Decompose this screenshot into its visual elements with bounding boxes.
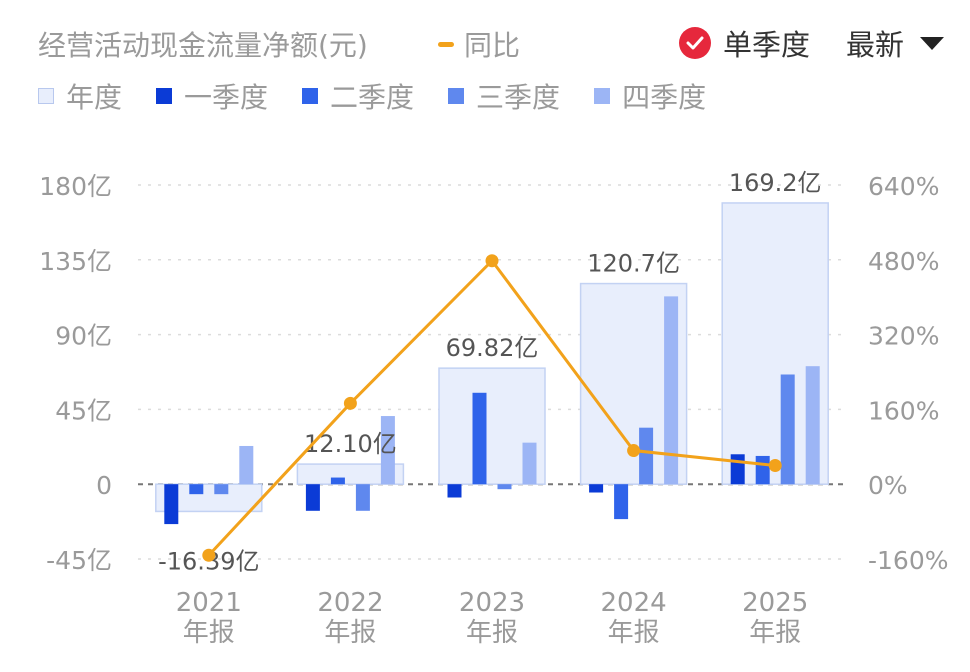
chart-title: 经营活动现金流量净额(元) bbox=[38, 29, 368, 62]
quarter-bar bbox=[355, 484, 370, 511]
x-tick-label: 2021 bbox=[176, 588, 242, 618]
legend-label-annual: 年度 bbox=[66, 81, 123, 114]
series-legend: 年度 一季度 二季度 三季度 四季度 bbox=[38, 76, 740, 116]
x-tick-sublabel: 年报 bbox=[608, 618, 660, 648]
quarter-bar bbox=[239, 445, 254, 485]
check-icon bbox=[678, 27, 711, 59]
y-left-tick-label: 180亿 bbox=[39, 172, 112, 201]
x-tick-label: 2023 bbox=[459, 588, 525, 618]
y-right-tick-label: 640% bbox=[868, 172, 939, 201]
quarter-bar bbox=[164, 484, 179, 525]
annual-value-label: 169.2亿 bbox=[729, 169, 822, 197]
y-right-tick-label: 160% bbox=[868, 396, 939, 425]
quarter-bar bbox=[380, 416, 395, 485]
quarter-bar bbox=[805, 366, 820, 485]
yoy-legend: 同比 bbox=[438, 24, 520, 64]
quarter-bar bbox=[497, 484, 512, 490]
sort-dropdown-label: 最新 bbox=[845, 28, 904, 62]
yoy-legend-label: 同比 bbox=[464, 29, 521, 62]
single-season-toggle[interactable]: 单季度 bbox=[678, 22, 810, 64]
y-right-tick-label: -160% bbox=[868, 546, 949, 575]
legend-item-q2[interactable]: 二季度 bbox=[302, 76, 414, 116]
legend-swatch-annual bbox=[38, 88, 54, 104]
legend-label-q4: 四季度 bbox=[622, 81, 707, 114]
quarter-bar bbox=[189, 484, 204, 495]
annual-value-label: 12.10亿 bbox=[304, 430, 397, 458]
yoy-point bbox=[202, 548, 216, 562]
legend-item-q3[interactable]: 三季度 bbox=[448, 76, 560, 116]
y-left-tick-label: 0 bbox=[96, 471, 112, 500]
quarter-bar bbox=[589, 484, 604, 493]
y-left-tick-label: 45亿 bbox=[55, 396, 112, 425]
legend-label-q2: 二季度 bbox=[330, 81, 415, 114]
quarter-bar bbox=[755, 455, 770, 485]
quarter-bar bbox=[639, 427, 654, 485]
header-controls: 单季度 最新 bbox=[678, 22, 944, 64]
legend-label-q3: 三季度 bbox=[476, 81, 561, 114]
legend-swatch-q2 bbox=[302, 88, 319, 104]
legend-swatch-q3 bbox=[448, 88, 465, 104]
y-right-tick-label: 0% bbox=[868, 471, 908, 500]
y-left-tick-label: 90亿 bbox=[55, 322, 112, 351]
legend-swatch-q1 bbox=[156, 88, 173, 104]
quarter-bar bbox=[305, 484, 320, 511]
x-tick-sublabel: 年报 bbox=[324, 618, 376, 648]
x-tick-sublabel: 年报 bbox=[183, 618, 235, 648]
x-tick-label: 2025 bbox=[742, 588, 808, 618]
x-tick-sublabel: 年报 bbox=[466, 618, 518, 648]
annual-bar bbox=[296, 463, 405, 485]
sort-dropdown[interactable]: 最新 bbox=[846, 22, 944, 64]
annual-value-label: 120.7亿 bbox=[587, 250, 680, 278]
legend-swatch-q4 bbox=[594, 88, 611, 104]
quarter-bar bbox=[447, 484, 462, 498]
legend-item-annual[interactable]: 年度 bbox=[38, 76, 122, 116]
y-left-tick-label: -45亿 bbox=[46, 546, 112, 575]
single-season-label: 单季度 bbox=[722, 28, 810, 62]
yoy-point bbox=[627, 444, 641, 458]
y-left-tick-label: 135亿 bbox=[39, 247, 112, 276]
quarter-bar bbox=[730, 454, 745, 485]
quarter-bar bbox=[330, 477, 345, 485]
quarter-bar bbox=[522, 442, 537, 485]
yoy-point bbox=[343, 396, 357, 410]
y-right-tick-label: 320% bbox=[868, 322, 939, 351]
quarter-bar bbox=[780, 374, 795, 485]
annual-value-label: 69.82亿 bbox=[446, 334, 539, 362]
legend-label-q1: 一季度 bbox=[184, 81, 269, 114]
y-right-tick-label: 480% bbox=[868, 247, 939, 276]
yoy-point bbox=[485, 254, 499, 268]
quarter-bar bbox=[664, 296, 679, 485]
legend-item-q4[interactable]: 四季度 bbox=[594, 76, 706, 116]
quarter-bar bbox=[614, 484, 629, 520]
legend-item-q1[interactable]: 一季度 bbox=[156, 76, 268, 116]
quarter-bar bbox=[214, 484, 229, 495]
caret-down-icon bbox=[920, 36, 944, 50]
yoy-line-swatch bbox=[438, 41, 454, 47]
x-tick-label: 2022 bbox=[317, 588, 383, 618]
x-tick-label: 2024 bbox=[601, 588, 667, 618]
quarter-bar bbox=[472, 392, 487, 485]
yoy-point bbox=[768, 459, 782, 472]
x-tick-sublabel: 年报 bbox=[749, 618, 801, 648]
